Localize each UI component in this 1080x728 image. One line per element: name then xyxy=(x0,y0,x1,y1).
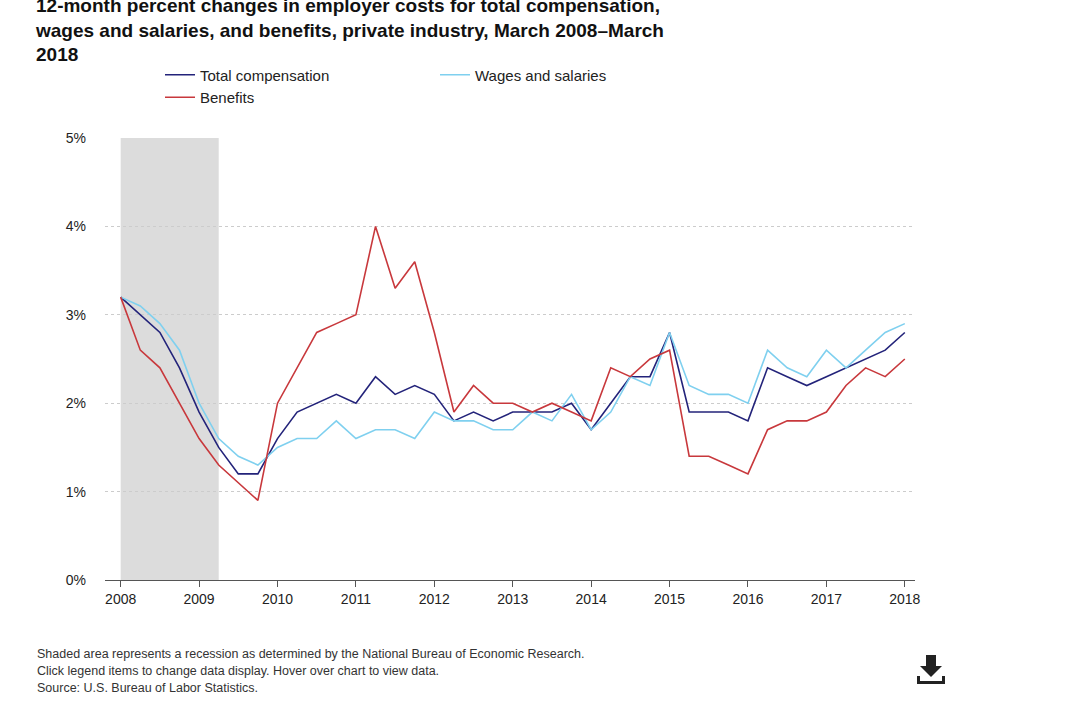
svg-text:1%: 1% xyxy=(66,484,86,500)
svg-text:4%: 4% xyxy=(66,218,86,234)
svg-text:5%: 5% xyxy=(66,130,86,146)
svg-text:2017: 2017 xyxy=(811,591,842,607)
svg-text:3%: 3% xyxy=(66,307,86,323)
svg-text:2013: 2013 xyxy=(497,591,528,607)
svg-text:Shaded area represents a reces: Shaded area represents a recession as de… xyxy=(37,647,585,661)
svg-text:0%: 0% xyxy=(66,572,86,588)
svg-text:Source: U.S. Bureau of Labor S: Source: U.S. Bureau of Labor Statistics. xyxy=(37,681,258,695)
svg-text:2010: 2010 xyxy=(262,591,293,607)
svg-text:2011: 2011 xyxy=(341,591,371,607)
svg-text:2014: 2014 xyxy=(576,591,607,607)
svg-text:Wages and salaries: Wages and salaries xyxy=(475,67,606,84)
svg-text:2008: 2008 xyxy=(105,591,136,607)
svg-text:2%: 2% xyxy=(66,395,86,411)
svg-text:Click legend items to change d: Click legend items to change data displa… xyxy=(37,664,439,678)
svg-text:2018: 2018 xyxy=(889,591,920,607)
svg-text:2015: 2015 xyxy=(654,591,685,607)
svg-text:12-month percent changes in em: 12-month percent changes in employer cos… xyxy=(35,0,664,65)
svg-text:Benefits: Benefits xyxy=(200,89,254,106)
svg-text:2016: 2016 xyxy=(732,591,763,607)
svg-text:2009: 2009 xyxy=(184,591,215,607)
svg-text:2012: 2012 xyxy=(419,591,450,607)
svg-text:Total compensation: Total compensation xyxy=(200,67,329,84)
